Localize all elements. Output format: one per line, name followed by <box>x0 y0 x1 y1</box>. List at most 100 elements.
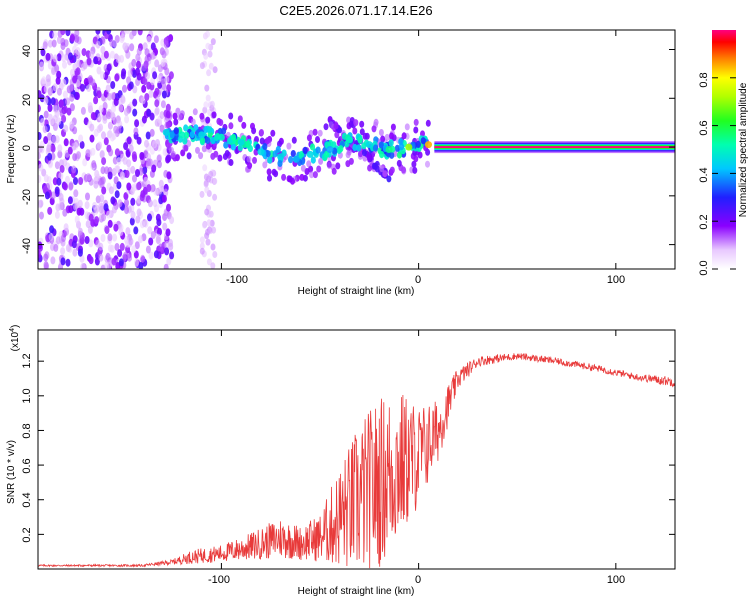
spectrogram-cell <box>216 117 222 125</box>
spectrogram-cell <box>357 136 363 144</box>
spectrogram-cell <box>77 227 83 236</box>
spectrogram-cell <box>118 104 124 113</box>
spectrogram-cell <box>154 59 160 68</box>
spectrogram-cell <box>127 253 132 262</box>
spectrogram-cell <box>101 157 107 166</box>
spectrogram-cell <box>38 104 41 113</box>
spectrogram-cell <box>105 252 111 261</box>
spectrogram-cell <box>93 56 99 65</box>
spectrogram-cell <box>405 143 413 151</box>
spectrogram-cell <box>208 62 214 70</box>
spectrogram-cell <box>85 149 91 158</box>
spectrogram-cell <box>166 203 171 212</box>
spectrogram-cell <box>105 84 111 93</box>
spectrogram-cell <box>316 165 322 173</box>
spectrogram-cell <box>101 131 106 140</box>
spectrogram-cell <box>65 258 71 267</box>
spectrogram-cell <box>48 233 54 241</box>
spectrogram-cell <box>189 131 195 139</box>
spectrogram-cell <box>204 84 210 92</box>
spectrogram-cell <box>203 101 209 109</box>
spectrogram-cell <box>95 30 101 35</box>
spectrogram-y-tick-label: 40 <box>21 45 33 57</box>
spectrogram-cell <box>79 140 85 149</box>
spectrogram-cell <box>213 133 220 142</box>
spectrogram-cell <box>134 241 140 250</box>
spectrogram-cell <box>169 251 175 260</box>
spectrogram-cell <box>272 150 278 158</box>
spectrogram-cell <box>96 66 102 75</box>
spectrogram-cell <box>310 156 316 164</box>
spectrogram-cell <box>56 70 62 79</box>
spectrogram-cell <box>212 251 218 258</box>
spectrogram-cell <box>308 165 314 173</box>
spectrogram-cell <box>401 132 407 140</box>
spectrogram-cell <box>157 227 162 236</box>
spectrogram-cell <box>51 135 57 144</box>
snr-y-scale-note: (x104) <box>9 325 21 352</box>
spectrogram-cell <box>180 149 186 157</box>
spectrogram-cell <box>91 160 97 169</box>
spectrogram-cell <box>396 159 402 167</box>
spectrogram-cell <box>306 134 312 142</box>
spectrogram-cell <box>60 30 66 36</box>
spectrogram-cell <box>379 151 385 159</box>
spectrogram-cell <box>199 190 205 198</box>
spectrogram-cell <box>161 78 167 87</box>
spectrogram-cell <box>380 135 386 143</box>
spectrogram-cell <box>166 257 172 266</box>
spectrogram-cell <box>328 121 334 129</box>
spectrogram-cell <box>63 124 69 133</box>
spectrogram-cell <box>165 110 171 119</box>
spectrogram-cell <box>95 40 101 49</box>
spectrogram-cell <box>98 253 104 262</box>
spectrogram-cell <box>107 121 113 130</box>
spectrogram-cell <box>69 34 75 42</box>
snr-y-tick-label: 1.2 <box>21 353 33 368</box>
spectrogram-cell <box>396 151 403 159</box>
spectrogram-cell <box>251 127 257 135</box>
spectrogram-cell <box>192 108 198 116</box>
spectrogram-cell <box>267 174 272 182</box>
spectrogram-cell <box>161 194 167 203</box>
spectrogram-cell <box>45 74 51 83</box>
spectrogram-cell <box>94 216 100 225</box>
spectrogram-cell <box>73 202 79 211</box>
spectrogram-cell <box>108 148 114 157</box>
spectrogram-cell <box>173 127 179 135</box>
spectrogram-cell <box>415 140 421 148</box>
spectrogram-cell <box>114 190 120 199</box>
spectrogram-cell <box>139 220 145 229</box>
spectrogram-cell <box>96 90 102 99</box>
spectrogram-cell <box>112 156 118 165</box>
spectrogram-cell <box>62 208 68 217</box>
spectrogram-cell <box>107 244 113 253</box>
spectrogram-cell <box>110 196 116 205</box>
spectrogram-cell <box>413 126 419 134</box>
spectrogram-cell <box>47 206 53 215</box>
spectrogram-cell <box>94 257 100 266</box>
spectrogram-cell <box>359 128 365 136</box>
spectrogram-cell <box>103 137 109 146</box>
spectrogram-cell <box>270 129 276 137</box>
spectrogram-cell <box>173 118 179 126</box>
spectrogram-cell <box>152 199 158 208</box>
spectrogram-cell <box>210 38 216 46</box>
spectrogram-cell <box>150 231 156 239</box>
spectrogram-cell <box>50 97 56 106</box>
spectrogram-cell <box>112 205 117 214</box>
spectrogram-cell <box>154 106 160 115</box>
spectrogram-cell <box>119 242 125 251</box>
spectrogram-cell <box>113 125 119 134</box>
spectrogram-cell <box>389 166 395 174</box>
spectrogram-cell <box>277 159 283 167</box>
spectrogram-cell <box>43 261 49 269</box>
spectrogram-cell <box>390 123 396 131</box>
spectrogram-cell <box>382 170 388 178</box>
spectrogram-cell <box>288 156 294 164</box>
spectrogram-cell <box>80 262 86 269</box>
spectrogram-cell <box>315 146 321 154</box>
spectrogram-cell <box>111 132 117 141</box>
colorbar-tick-label: 0.8 <box>698 72 710 87</box>
spectrogram-cell <box>47 132 53 141</box>
